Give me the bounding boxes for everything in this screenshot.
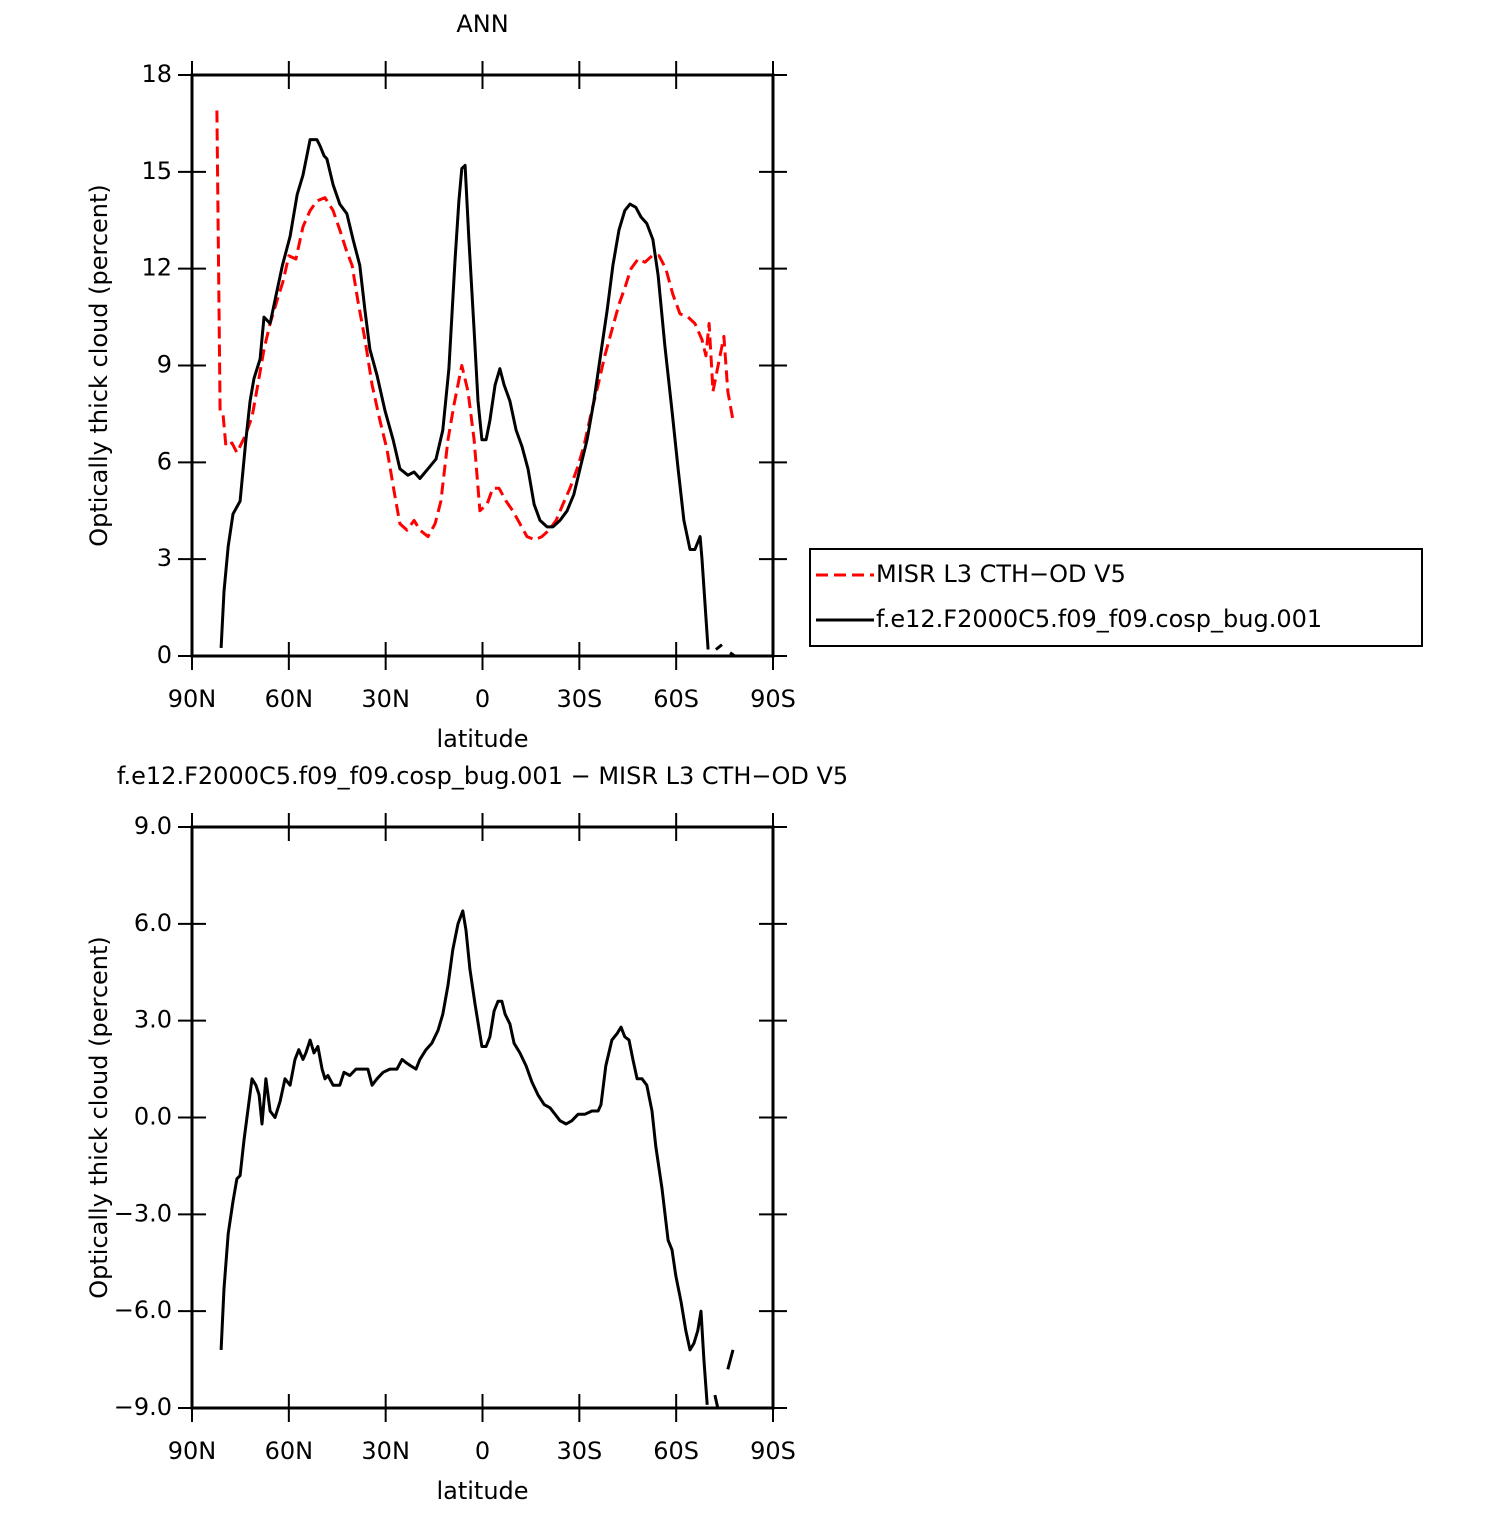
x-tick-label: 30N — [361, 685, 410, 713]
x-tick-label: 90S — [750, 685, 796, 713]
y-tick-label: 0 — [157, 641, 172, 669]
plot-frame — [190, 825, 775, 1410]
y-tick-label: 3.0 — [134, 1006, 172, 1034]
legend-box — [809, 548, 1423, 647]
y-tick-label: 0.0 — [134, 1103, 172, 1131]
y-tick-label: 18 — [141, 60, 172, 88]
legend-label: MISR L3 CTH−OD V5 — [876, 560, 1126, 588]
y-tick-label: −6.0 — [114, 1296, 172, 1324]
y-tick-label: 9 — [157, 351, 172, 379]
x-tick-label: 60S — [653, 685, 699, 713]
x-tick-label: 60N — [265, 1437, 314, 1465]
y-tick-label: 6 — [157, 447, 172, 475]
legend-label: f.e12.F2000C5.f09_f09.cosp_bug.001 — [876, 605, 1322, 633]
y-tick-label: −9.0 — [114, 1393, 172, 1421]
x-tick-label: 60N — [265, 685, 314, 713]
chart-title: ANN — [456, 10, 508, 38]
y-tick-label: 15 — [141, 157, 172, 185]
x-axis-label: latitude — [436, 725, 528, 753]
y-tick-label: 6.0 — [134, 909, 172, 937]
y-tick-label: 3 — [157, 544, 172, 572]
data-line — [219, 138, 736, 658]
x-tick-label: 0 — [475, 1437, 490, 1465]
x-tick-label: 90N — [168, 1437, 217, 1465]
x-tick-label: 60S — [653, 1437, 699, 1465]
y-tick-label: −3.0 — [114, 1199, 172, 1227]
x-tick-label: 30S — [556, 1437, 602, 1465]
x-tick-label: 30N — [361, 1437, 410, 1465]
data-line — [219, 909, 735, 1409]
x-tick-label: 0 — [475, 685, 490, 713]
x-tick-label: 30S — [556, 685, 602, 713]
y-tick-label: 9.0 — [134, 812, 172, 840]
data-line — [215, 110, 735, 542]
x-tick-label: 90S — [750, 1437, 796, 1465]
plot-frame — [190, 73, 775, 658]
x-tick-label: 90N — [168, 685, 217, 713]
y-axis-label: Optically thick cloud (percent) — [85, 184, 113, 547]
chart-title: f.e12.F2000C5.f09_f09.cosp_bug.001 − MIS… — [117, 762, 848, 790]
y-axis-label: Optically thick cloud (percent) — [85, 936, 113, 1299]
y-tick-label: 12 — [141, 254, 172, 282]
x-axis-label: latitude — [436, 1477, 528, 1505]
